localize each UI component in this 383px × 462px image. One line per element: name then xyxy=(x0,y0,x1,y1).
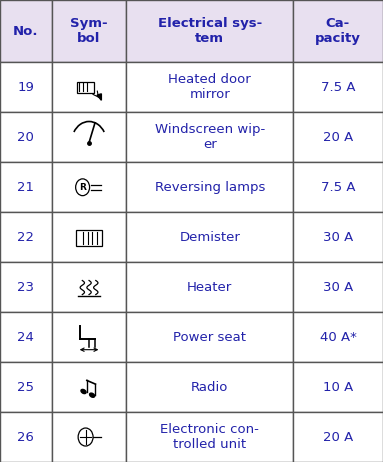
Bar xyxy=(126,112,293,162)
Text: Electrical sys-
tem: Electrical sys- tem xyxy=(157,17,262,45)
Bar xyxy=(0,362,52,412)
Bar xyxy=(52,312,126,362)
Bar xyxy=(293,312,383,362)
Bar xyxy=(0,62,52,112)
Text: 30 A: 30 A xyxy=(323,280,353,294)
Text: 26: 26 xyxy=(17,431,34,444)
Bar xyxy=(0,262,52,312)
Bar xyxy=(293,412,383,462)
Text: 10 A: 10 A xyxy=(323,381,353,394)
Bar xyxy=(126,412,293,462)
Text: 7.5 A: 7.5 A xyxy=(321,181,355,194)
Text: Sym-
bol: Sym- bol xyxy=(70,17,108,45)
Bar xyxy=(0,0,52,62)
Bar xyxy=(52,362,126,412)
Bar xyxy=(52,412,126,462)
Bar xyxy=(126,0,293,62)
Bar xyxy=(0,212,52,262)
Bar xyxy=(0,162,52,212)
Text: 21: 21 xyxy=(17,181,34,194)
Bar xyxy=(126,312,293,362)
Text: 25: 25 xyxy=(17,381,34,394)
Text: 20: 20 xyxy=(17,131,34,144)
Bar xyxy=(52,112,126,162)
Bar xyxy=(52,162,126,212)
Text: 19: 19 xyxy=(17,81,34,94)
Bar xyxy=(52,212,126,262)
Text: Power seat: Power seat xyxy=(173,331,246,344)
Text: Reversing lamps: Reversing lamps xyxy=(154,181,265,194)
Bar xyxy=(0,312,52,362)
Text: Heater: Heater xyxy=(187,280,232,294)
Text: No.: No. xyxy=(13,24,39,38)
Bar xyxy=(293,0,383,62)
Bar xyxy=(0,112,52,162)
Polygon shape xyxy=(97,94,101,100)
Text: 22: 22 xyxy=(17,231,34,244)
Bar xyxy=(0,412,52,462)
Text: 20 A: 20 A xyxy=(323,431,353,444)
Text: 24: 24 xyxy=(17,331,34,344)
Text: Demister: Demister xyxy=(179,231,240,244)
Bar xyxy=(293,62,383,112)
Ellipse shape xyxy=(89,392,95,398)
Bar xyxy=(126,162,293,212)
Bar xyxy=(126,62,293,112)
Bar xyxy=(126,212,293,262)
Bar xyxy=(126,362,293,412)
Text: 20 A: 20 A xyxy=(323,131,353,144)
Text: Ca-
pacity: Ca- pacity xyxy=(315,17,361,45)
Text: R: R xyxy=(79,183,86,192)
Bar xyxy=(293,262,383,312)
Bar xyxy=(77,81,95,93)
Text: Heated door
mirror: Heated door mirror xyxy=(168,73,251,101)
Text: Radio: Radio xyxy=(191,381,228,394)
Text: 7.5 A: 7.5 A xyxy=(321,81,355,94)
Bar xyxy=(293,212,383,262)
Bar xyxy=(293,112,383,162)
Bar xyxy=(293,162,383,212)
Text: 40 A*: 40 A* xyxy=(319,331,357,344)
Bar xyxy=(126,262,293,312)
Bar xyxy=(293,362,383,412)
Text: Windscreen wip-
er: Windscreen wip- er xyxy=(155,123,265,151)
Bar xyxy=(52,0,126,62)
Bar xyxy=(77,230,102,245)
Ellipse shape xyxy=(80,389,87,394)
Text: 30 A: 30 A xyxy=(323,231,353,244)
Bar xyxy=(52,262,126,312)
Bar xyxy=(52,62,126,112)
Text: 23: 23 xyxy=(17,280,34,294)
Text: Electronic con-
trolled unit: Electronic con- trolled unit xyxy=(160,423,259,451)
